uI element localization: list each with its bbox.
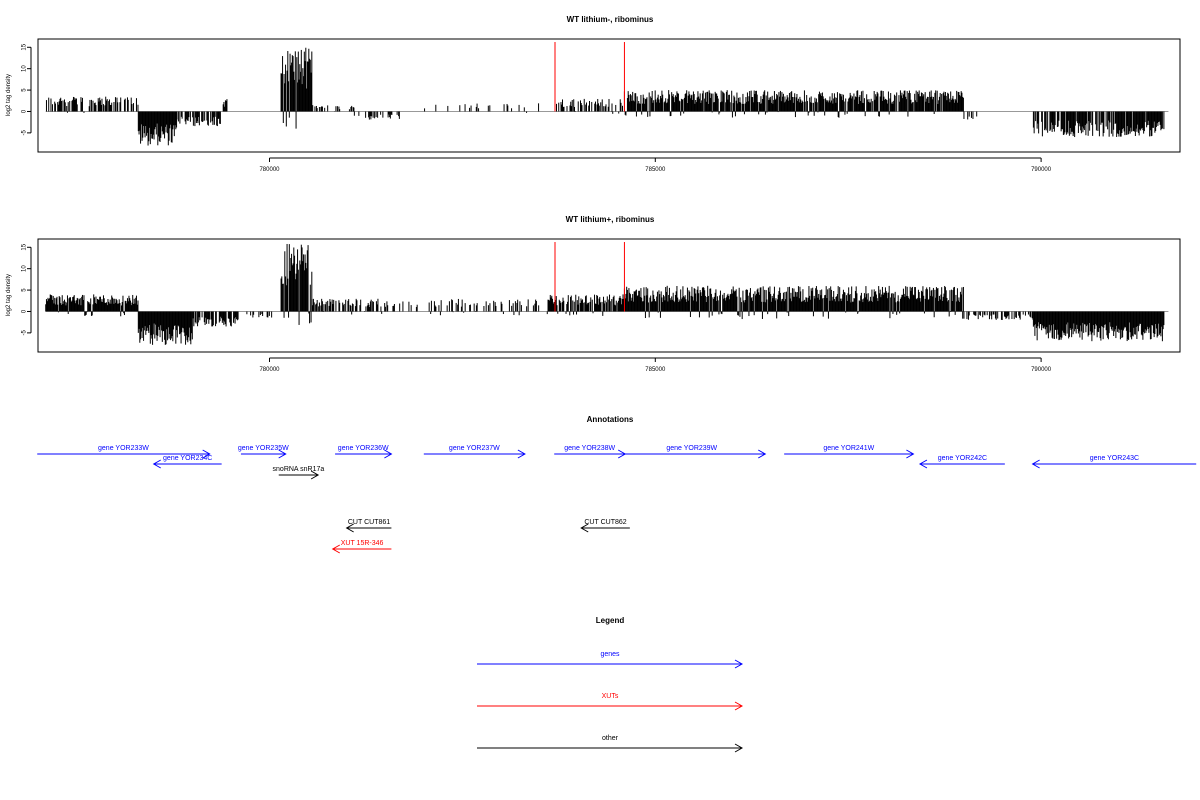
legend-label: XUTs	[602, 693, 619, 700]
y-axis: -5 0 5 10 15	[22, 243, 32, 336]
x-tick-label: 785000	[645, 367, 666, 373]
panel-title: WT lithium-, ribominus	[567, 15, 654, 24]
legend-label: other	[602, 735, 619, 742]
feature-label: gene YOR241W	[823, 445, 874, 452]
density-bars	[45, 243, 1169, 345]
feature-label: gene YOR236W	[338, 445, 389, 452]
feature-label: gene YOR243C	[1090, 455, 1139, 462]
feature: gene YOR238W	[554, 445, 627, 459]
feature-label: CUT CUT862	[584, 519, 626, 526]
y-tick-label: -5	[22, 330, 28, 336]
legend-label: genes	[600, 651, 620, 658]
feature-label: gene YOR242C	[938, 455, 987, 462]
feature-label: gene YOR234C	[163, 455, 212, 462]
feature: snoRNA snR17a	[273, 466, 325, 480]
legend-items: genes XUTs other	[477, 651, 744, 753]
feature: gene YOR234C	[152, 455, 222, 469]
feature-label: gene YOR237W	[449, 445, 500, 452]
feature: XUT 15R-346	[331, 540, 392, 554]
track-panel-lithium-plus: WT lithium+, ribominus log2 tag density …	[6, 215, 1181, 373]
feature-arrows: gene YOR233W gene YOR234C gene YOR235W gene…	[37, 445, 1197, 554]
x-tick-label: 785000	[645, 167, 666, 173]
legend-item: XUTs	[477, 693, 744, 711]
y-tick-label: 0	[22, 109, 28, 113]
feature-label: gene YOR235W	[238, 445, 289, 452]
red-marker-lines	[554, 242, 625, 312]
feature: gene YOR243C	[1031, 455, 1197, 469]
y-axis-label: log2 tag density	[6, 74, 12, 116]
track-panel-lithium-minus: WT lithium-, ribominus log2 tag density …	[6, 15, 1181, 173]
legend-item: genes	[477, 651, 744, 669]
legend: Legend genes XUTs other	[477, 616, 744, 753]
feature: gene YOR241W	[784, 445, 915, 459]
density-bars	[45, 47, 1169, 146]
feature-label: gene YOR239W	[666, 445, 717, 452]
feature-label: XUT 15R-346	[341, 540, 384, 547]
feature: gene YOR236W	[335, 445, 393, 459]
y-tick-label: 0	[22, 309, 28, 313]
feature-label: gene YOR238W	[564, 445, 615, 452]
y-tick-label: 15	[22, 43, 28, 50]
y-tick-label: 5	[22, 288, 28, 292]
x-axis: 780000 785000 790000	[259, 157, 1052, 173]
feature: gene YOR235W	[238, 445, 289, 459]
feature: gene YOR237W	[423, 445, 526, 459]
feature: CUT CUT861	[345, 519, 392, 533]
panel-title: WT lithium+, ribominus	[566, 215, 655, 224]
y-tick-label: 10	[22, 65, 28, 72]
y-tick-label: 10	[22, 265, 28, 272]
x-tick-label: 790000	[1031, 367, 1052, 373]
x-tick-label: 780000	[259, 167, 280, 173]
feature: gene YOR239W	[618, 445, 767, 459]
feature-label: snoRNA snR17a	[273, 466, 325, 473]
red-marker-lines	[554, 42, 625, 112]
plot-frame	[37, 238, 1181, 353]
x-axis: 780000 785000 790000	[259, 357, 1052, 373]
y-axis-label: log2 tag density	[6, 274, 12, 316]
x-tick-label: 780000	[259, 367, 280, 373]
legend-item: other	[477, 735, 744, 753]
x-tick-label: 790000	[1031, 167, 1052, 173]
feature: gene YOR233W	[37, 445, 211, 459]
y-tick-label: -5	[22, 130, 28, 136]
feature-label: CUT CUT861	[348, 519, 390, 526]
y-axis: -5 0 5 10 15	[22, 43, 32, 136]
y-tick-label: 5	[22, 88, 28, 92]
feature: CUT CUT862	[580, 519, 630, 533]
annotations-title: Annotations	[587, 415, 634, 424]
plot-frame	[37, 38, 1181, 153]
y-tick-label: 15	[22, 243, 28, 250]
feature-label: gene YOR233W	[98, 445, 149, 452]
legend-title: Legend	[596, 616, 625, 625]
feature: gene YOR242C	[918, 455, 1005, 469]
